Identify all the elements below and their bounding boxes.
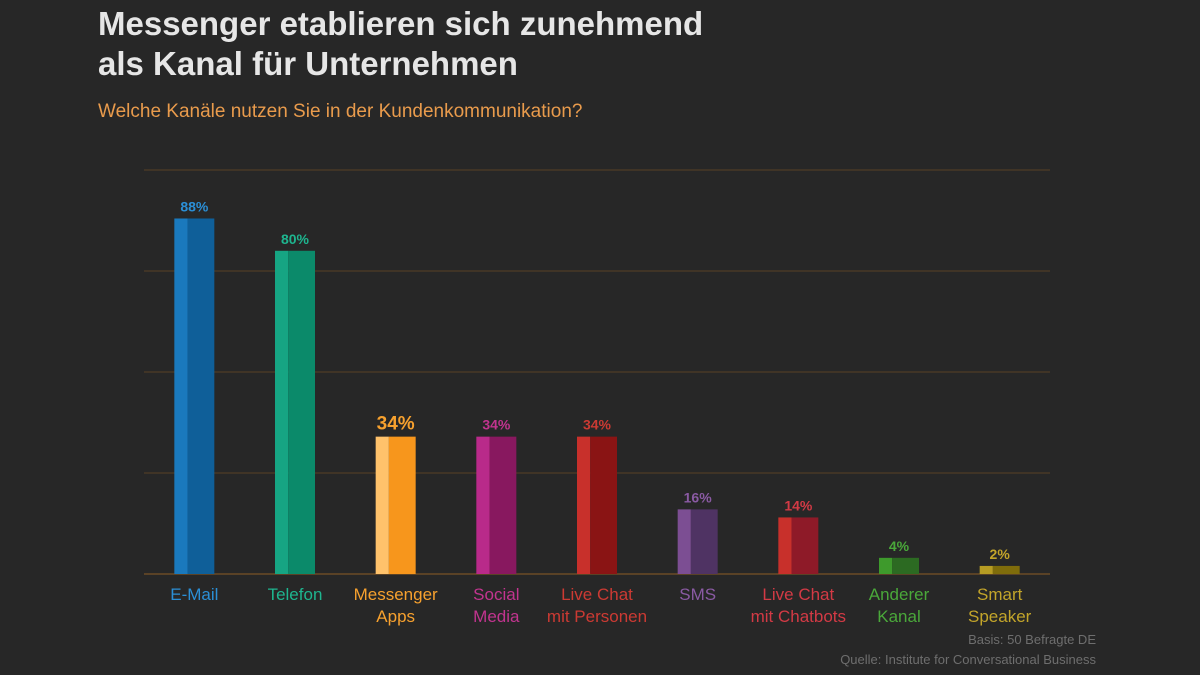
value-label-2: 80% bbox=[281, 231, 310, 247]
bar-8-highlight bbox=[879, 557, 893, 574]
bar-4-highlight bbox=[476, 436, 490, 574]
category-label-4-line-1: Social bbox=[473, 585, 519, 604]
value-label-4: 34% bbox=[482, 417, 511, 433]
category-label-9-line-1: Smart bbox=[977, 585, 1023, 604]
value-label-3: 34% bbox=[377, 414, 415, 435]
bar-3-highlight bbox=[375, 436, 389, 574]
bar-7-body bbox=[791, 517, 819, 574]
category-label-1-line-1: E-Mail bbox=[170, 585, 218, 604]
chart-title: Messenger etablieren sich zunehmend als … bbox=[98, 4, 703, 84]
bar-6 bbox=[677, 509, 718, 574]
value-label-9: 2% bbox=[990, 546, 1011, 562]
category-label-5-line-1: Live Chat bbox=[561, 585, 633, 604]
bar-7-highlight bbox=[778, 517, 792, 574]
bar-9-body bbox=[992, 565, 1020, 574]
bar-2-body bbox=[288, 250, 315, 575]
bar-1 bbox=[174, 218, 215, 575]
bar-9 bbox=[979, 565, 1020, 574]
bar-5 bbox=[577, 436, 617, 574]
category-label-3-line-1: Messenger bbox=[354, 585, 438, 604]
bar-2 bbox=[275, 250, 315, 575]
bar-6-body bbox=[690, 509, 718, 574]
bar-7 bbox=[778, 517, 819, 574]
category-label-4-line-2: Media bbox=[473, 607, 520, 626]
bar-6-highlight bbox=[677, 509, 691, 574]
category-label-3-line-2: Apps bbox=[376, 607, 415, 626]
category-label-7-line-1: Live Chat bbox=[762, 585, 834, 604]
category-label-7-line-2: mit Chatbots bbox=[751, 607, 846, 626]
category-label-6-line-1: SMS bbox=[679, 585, 716, 604]
basis-note: Basis: 50 Befragte DE bbox=[968, 632, 1096, 647]
source-note: Quelle: Institute for Conversational Bus… bbox=[840, 652, 1096, 667]
bar-2-highlight bbox=[275, 250, 289, 575]
bar-4 bbox=[476, 436, 517, 574]
category-label-8-line-1: Anderer bbox=[869, 585, 930, 604]
bar-4-body bbox=[489, 436, 517, 574]
category-label-2-line-1: Telefon bbox=[268, 585, 323, 604]
bar-3-body bbox=[388, 436, 416, 574]
bar-8-body bbox=[892, 557, 919, 574]
value-label-8: 4% bbox=[889, 538, 910, 554]
category-label-9-line-2: Speaker bbox=[968, 607, 1032, 626]
value-label-7: 14% bbox=[784, 497, 813, 513]
bar-3 bbox=[375, 436, 416, 574]
bar-5-body bbox=[590, 436, 617, 574]
bar-9-highlight bbox=[979, 565, 993, 574]
chart-subtitle: Welche Kanäle nutzen Sie in der Kundenko… bbox=[98, 101, 583, 122]
bar-1-highlight bbox=[174, 218, 188, 575]
chart-title-line-1: Messenger etablieren sich zunehmend bbox=[98, 5, 704, 42]
category-label-5-line-2: mit Personen bbox=[547, 607, 647, 626]
value-label-5: 34% bbox=[583, 417, 612, 433]
bar-5-highlight bbox=[577, 436, 591, 574]
value-label-1: 88% bbox=[180, 198, 209, 214]
category-label-8-line-2: Kanal bbox=[877, 607, 920, 626]
bar-8 bbox=[879, 557, 919, 574]
value-label-6: 16% bbox=[684, 489, 713, 505]
bar-1-body bbox=[187, 218, 215, 575]
chart-title-line-2: als Kanal für Unternehmen bbox=[98, 45, 518, 82]
